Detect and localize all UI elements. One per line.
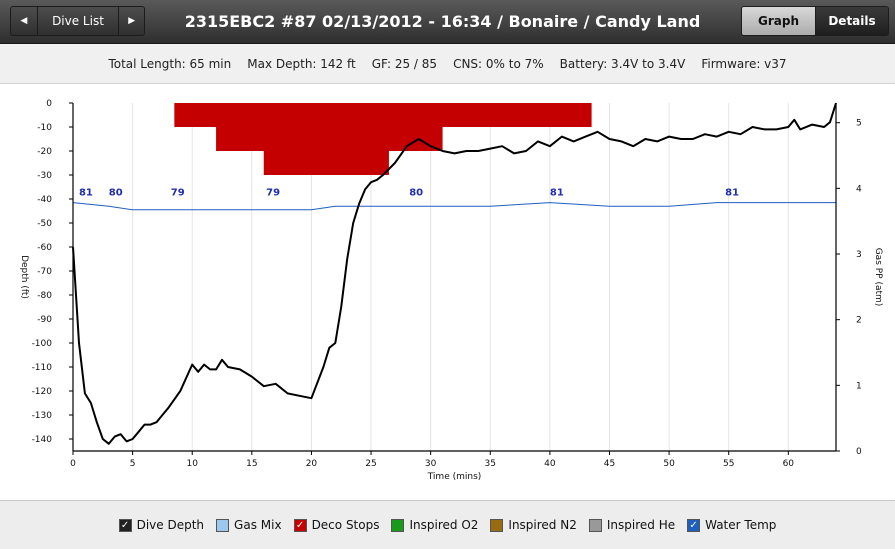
- legend-inspired-he[interactable]: Inspired He: [588, 518, 676, 532]
- water-temp-line: [72, 202, 836, 211]
- x-tick-label: 45: [604, 459, 615, 469]
- y-tick-label: -70: [37, 267, 52, 277]
- x-tick-label: 10: [186, 459, 198, 469]
- x-tick-label: 5: [130, 459, 136, 469]
- deco-stop-bar: [263, 103, 389, 175]
- firmware: Firmware: v37: [701, 56, 787, 71]
- x-tick-label: 35: [485, 459, 496, 469]
- x-tick-label: 50: [663, 459, 675, 469]
- legend-label: Water Temp: [705, 518, 777, 532]
- y-tick-label: -110: [32, 363, 53, 373]
- dive-summary-bar: Total Length: 65 min Max Depth: 142 ft G…: [0, 44, 895, 84]
- x-tick-label: 40: [544, 459, 556, 469]
- water-temp-checkbox[interactable]: ✓: [687, 518, 701, 532]
- chart-legend: ✓ Dive Depth Gas Mix ✓ Deco Stops Inspir…: [0, 500, 895, 549]
- y2-tick-label: 5: [856, 119, 862, 129]
- cns: CNS: 0% to 7%: [453, 56, 544, 71]
- y-tick-label: -10: [37, 123, 52, 133]
- dive-profile-chart[interactable]: 81 80 79 79 80 81 81 0 5 10 15 20 25 30 35 40 45 50 55 600…: [0, 84, 895, 500]
- legend-label: Gas Mix: [234, 518, 282, 532]
- tab-details[interactable]: Details: [815, 7, 888, 35]
- inspired-n2-checkbox[interactable]: [490, 518, 504, 532]
- y2-tick-label: 1: [856, 381, 862, 391]
- depth-profile-line: [72, 102, 837, 445]
- x-tick-label: 20: [306, 459, 318, 469]
- y2-tick-label: 0: [856, 447, 862, 457]
- dive-list-nav: ◀ Dive List ▶: [10, 6, 145, 36]
- y-axis-title: Depth (ft): [19, 255, 29, 299]
- gas-mix-checkbox[interactable]: [216, 518, 230, 532]
- legend-inspired-o2[interactable]: Inspired O2: [391, 518, 478, 532]
- temp-label: 80: [109, 187, 123, 198]
- y-tick-label: -60: [37, 243, 52, 253]
- y-tick-label: -80: [37, 291, 52, 301]
- dive-depth-checkbox[interactable]: ✓: [118, 518, 132, 532]
- y-tick-label: -50: [37, 219, 52, 229]
- x-tick-label: 30: [425, 459, 437, 469]
- y-tick-label: 0: [46, 99, 52, 109]
- temp-label: 79: [171, 187, 185, 198]
- max-depth: Max Depth: 142 ft: [247, 56, 356, 71]
- y-tick-label: -20: [37, 147, 52, 157]
- y2-tick-label: 3: [856, 250, 862, 260]
- x-tick-label: 55: [723, 459, 734, 469]
- dive-list-button[interactable]: Dive List: [36, 7, 119, 35]
- y-tick-label: -40: [37, 195, 52, 205]
- left-arrow-icon: ◀: [20, 16, 28, 26]
- dive-title: 2315EBC2 #87 02/13/2012 - 16:34 / Bonair…: [184, 12, 701, 31]
- y2-axis-title: Gas PP (atm): [873, 248, 883, 307]
- x-tick-label: 60: [783, 459, 795, 469]
- y-tick-label: -140: [32, 435, 53, 445]
- temp-label: 79: [266, 187, 280, 198]
- y2-tick-label: 4: [856, 184, 862, 194]
- legend-gas-mix[interactable]: Gas Mix: [216, 518, 282, 532]
- temp-label: 81: [725, 187, 739, 198]
- legend-inspired-n2[interactable]: Inspired N2: [490, 518, 577, 532]
- temp-label: 81: [79, 187, 93, 198]
- y-tick-label: -30: [37, 171, 52, 181]
- legend-label: Deco Stops: [311, 518, 380, 532]
- inspired-he-checkbox[interactable]: [588, 518, 602, 532]
- temp-label: 81: [550, 187, 564, 198]
- view-switcher: Graph Details: [741, 6, 889, 36]
- inspired-o2-checkbox[interactable]: [391, 518, 405, 532]
- next-dive-button[interactable]: ▶: [118, 7, 144, 35]
- gradient-factor: GF: 25 / 85: [371, 56, 438, 71]
- y-tick-label: -120: [32, 387, 53, 397]
- deco-stops-checkbox[interactable]: ✓: [293, 518, 307, 532]
- x-tick-label: 0: [70, 459, 76, 469]
- x-axis-title: Time (mins): [427, 472, 482, 482]
- battery: Battery: 3.4V to 3.4V: [559, 56, 686, 71]
- tab-graph[interactable]: Graph: [742, 7, 815, 35]
- legend-deco-stops[interactable]: ✓ Deco Stops: [293, 518, 380, 532]
- y-tick-label: -100: [32, 339, 53, 349]
- legend-water-temp[interactable]: ✓ Water Temp: [687, 518, 776, 532]
- legend-label: Inspired N2: [508, 518, 577, 532]
- legend-dive-depth[interactable]: ✓ Dive Depth: [118, 518, 205, 532]
- y-tick-label: -130: [32, 411, 53, 421]
- legend-label: Dive Depth: [136, 518, 205, 532]
- right-arrow-icon: ▶: [128, 16, 136, 26]
- y-tick-label: -90: [37, 315, 52, 325]
- x-tick-label: 25: [365, 459, 376, 469]
- y2-tick-label: 2: [856, 316, 862, 326]
- total-length: Total Length: 65 min: [108, 56, 232, 71]
- title-bar: ◀ Dive List ▶ 2315EBC2 #87 02/13/2012 - …: [0, 0, 895, 44]
- temp-label: 80: [409, 187, 423, 198]
- prev-dive-button[interactable]: ◀: [11, 7, 37, 35]
- x-tick-label: 15: [246, 459, 257, 469]
- legend-label: Inspired O2: [409, 518, 479, 532]
- legend-label: Inspired He: [606, 518, 676, 532]
